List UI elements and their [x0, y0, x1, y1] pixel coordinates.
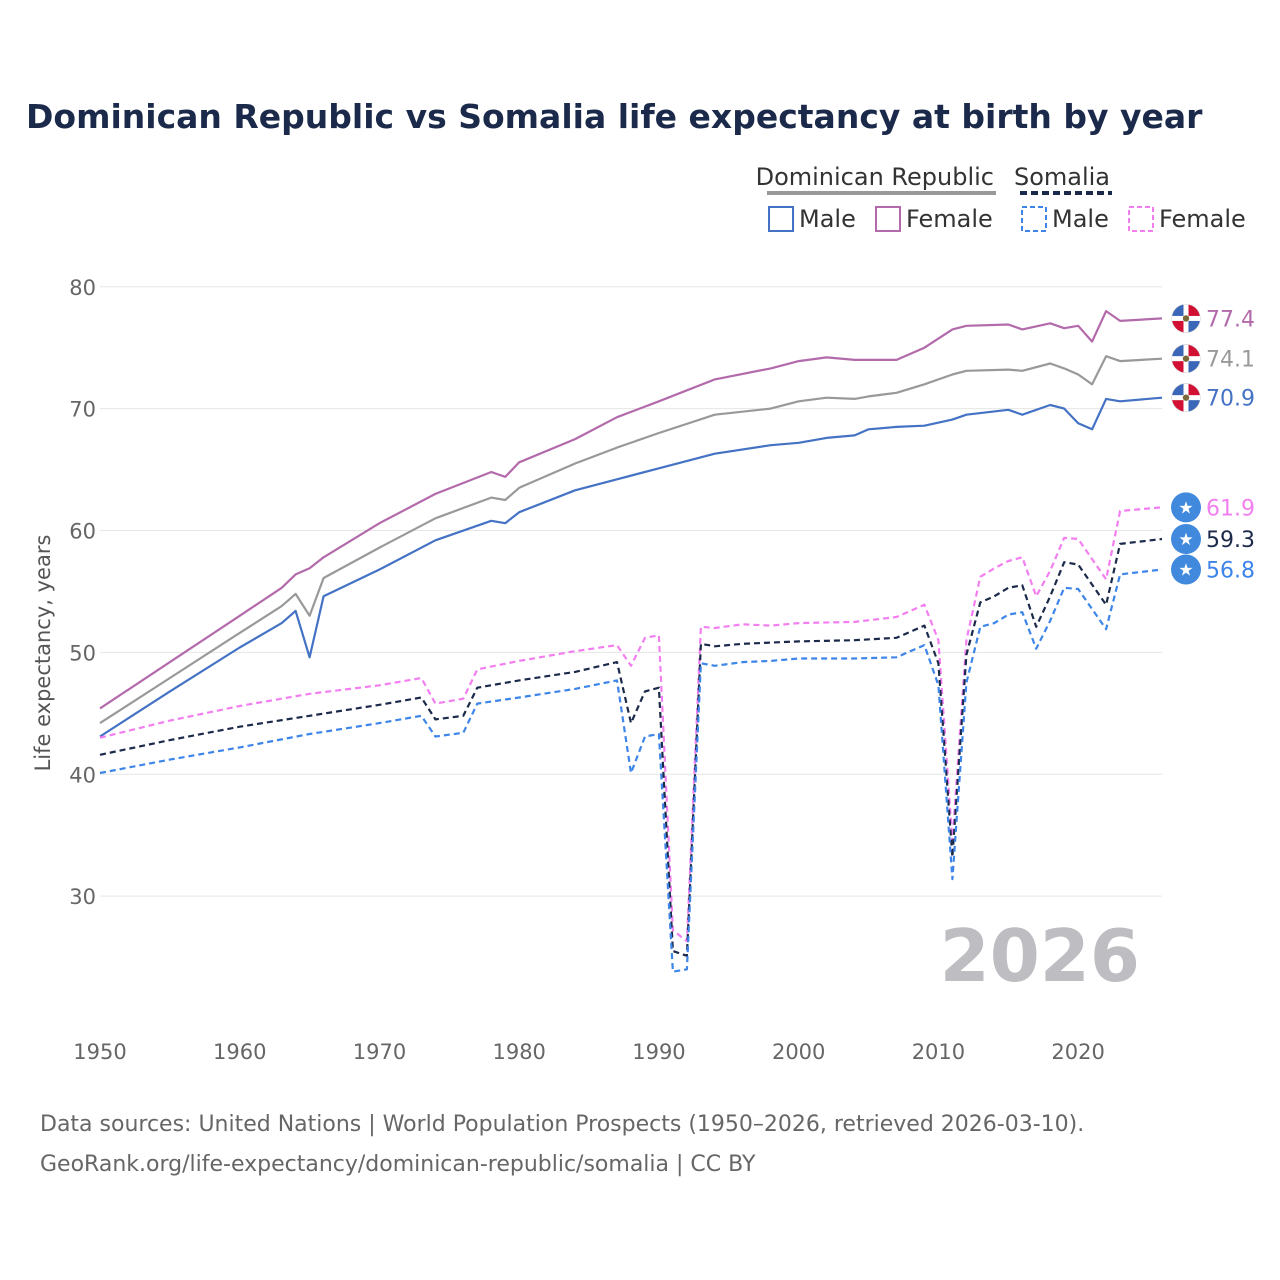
series-lines — [99, 310, 1163, 973]
end-label-somalia-female: 61.9 — [1206, 496, 1255, 521]
x-tick-label: 1980 — [492, 1040, 545, 1064]
gridlines — [100, 286, 1162, 897]
legend-label-somalia-female: Female — [1159, 205, 1246, 233]
somalia-flag-icon: ★ — [1171, 492, 1201, 523]
y-axis-label: Life expectancy, years — [31, 535, 55, 772]
series-line-somalia-total — [99, 537, 1163, 957]
legend: Dominican Republic Somalia Male Female M… — [756, 163, 1246, 233]
y-tick-label: 70 — [69, 398, 96, 422]
legend-swatch-somalia-male — [1021, 206, 1047, 232]
svg-text:★: ★ — [1178, 561, 1193, 581]
end-label-dominican-republic-male: 70.9 — [1206, 387, 1255, 412]
y-tick-label: 30 — [69, 885, 96, 909]
dominican-republic-flag-icon — [1171, 303, 1201, 333]
svg-text:★: ★ — [1178, 498, 1193, 518]
x-tick-label: 2000 — [772, 1040, 825, 1064]
legend-swatch-dr-male — [768, 206, 794, 232]
chart-title: Dominican Republic vs Somalia life expec… — [26, 97, 1203, 136]
source-line-2: GeoRank.org/life-expectancy/dominican-re… — [40, 1152, 756, 1177]
series-line-dominican-republic-male — [99, 396, 1163, 738]
legend-swatch-dr-female — [875, 206, 901, 232]
y-tick-label: 80 — [69, 276, 96, 300]
y-tick-label: 60 — [69, 520, 96, 544]
legend-label-somalia-male: Male — [1052, 205, 1109, 233]
end-labels: 77.4 74.1 70.9 ★ 61.9 ★ 59.3 ★ 56.8 — [1171, 303, 1255, 585]
series-line-dominican-republic-total — [99, 355, 1163, 725]
x-axis-ticks: 1950 1960 1970 1980 1990 2000 2010 2020 — [73, 1040, 1105, 1064]
legend-group-somalia: Somalia — [1014, 163, 1110, 191]
x-tick-label: 2020 — [1051, 1040, 1104, 1064]
legend-swatch-somalia-female — [1128, 206, 1154, 232]
legend-group-dominican-republic: Dominican Republic — [756, 163, 994, 191]
svg-text:★: ★ — [1178, 530, 1193, 550]
dominican-republic-flag-icon — [1171, 383, 1201, 413]
x-tick-label: 1960 — [213, 1040, 266, 1064]
y-tick-label: 40 — [69, 763, 96, 787]
series-line-somalia-male — [99, 568, 1163, 973]
end-label-somalia-male: 56.8 — [1206, 559, 1255, 584]
x-tick-label: 1970 — [353, 1040, 406, 1064]
series-line-dominican-republic-female — [99, 310, 1163, 710]
legend-label-dr-male: Male — [799, 205, 856, 233]
series-line-somalia-female — [99, 506, 1163, 943]
dominican-republic-flag-icon — [1171, 344, 1201, 374]
x-tick-label: 2010 — [912, 1040, 965, 1064]
x-tick-label: 1950 — [73, 1040, 126, 1064]
somalia-flag-icon: ★ — [1171, 554, 1201, 585]
y-tick-label: 50 — [69, 641, 96, 665]
y-axis-ticks: 30 40 50 60 70 80 — [69, 276, 96, 909]
end-label-dominican-republic-female: 77.4 — [1206, 307, 1255, 332]
somalia-flag-icon: ★ — [1171, 524, 1201, 555]
source-line-1: Data sources: United Nations | World Pop… — [40, 1112, 1084, 1137]
end-label-dominican-republic-total: 74.1 — [1206, 348, 1255, 373]
end-label-somalia-total: 59.3 — [1206, 528, 1255, 553]
x-tick-label: 1990 — [632, 1040, 685, 1064]
current-year-watermark: 2026 — [940, 914, 1140, 998]
legend-label-dr-female: Female — [906, 205, 993, 233]
